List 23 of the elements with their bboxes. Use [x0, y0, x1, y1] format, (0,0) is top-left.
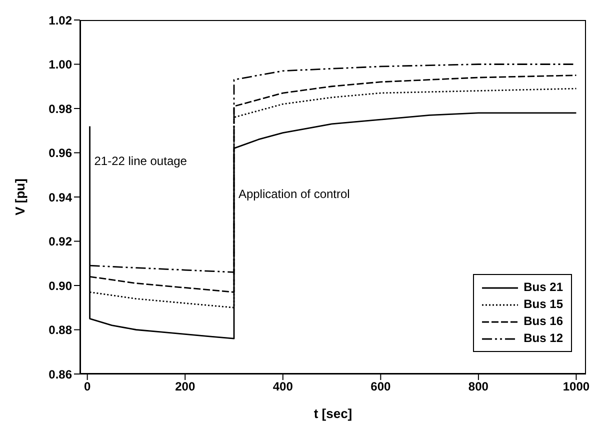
y-tick-label: 0.86 [48, 367, 72, 382]
y-tick-label: 1.02 [48, 13, 72, 28]
x-tick-label: 600 [370, 380, 391, 394]
legend-label: Bus 21 [524, 279, 563, 296]
x-tick-label: 800 [468, 380, 489, 394]
legend-label: Bus 15 [524, 296, 563, 313]
x-tick-label: 400 [272, 380, 294, 394]
x-tick-label: 1000 [562, 380, 590, 394]
y-tick-label: 0.94 [48, 190, 72, 204]
annotation: 21-22 line outage [94, 154, 187, 168]
legend-label: Bus 12 [524, 330, 563, 347]
legend-label: Bus 16 [524, 313, 563, 330]
y-tick-label: 0.90 [48, 278, 72, 293]
y-tick-label: 0.88 [48, 323, 72, 338]
y-axis-title: V [pu] [12, 178, 28, 216]
x-axis-title: t [sec] [314, 406, 352, 421]
y-tick-label: 0.96 [48, 146, 72, 160]
y-tick-label: 0.98 [48, 102, 72, 116]
x-tick-label: 0 [84, 380, 91, 394]
annotation: Application of control [238, 186, 350, 201]
y-tick-label: 1.00 [48, 58, 72, 72]
y-tick-label: 0.92 [48, 234, 72, 249]
x-tick-label: 200 [175, 380, 196, 394]
